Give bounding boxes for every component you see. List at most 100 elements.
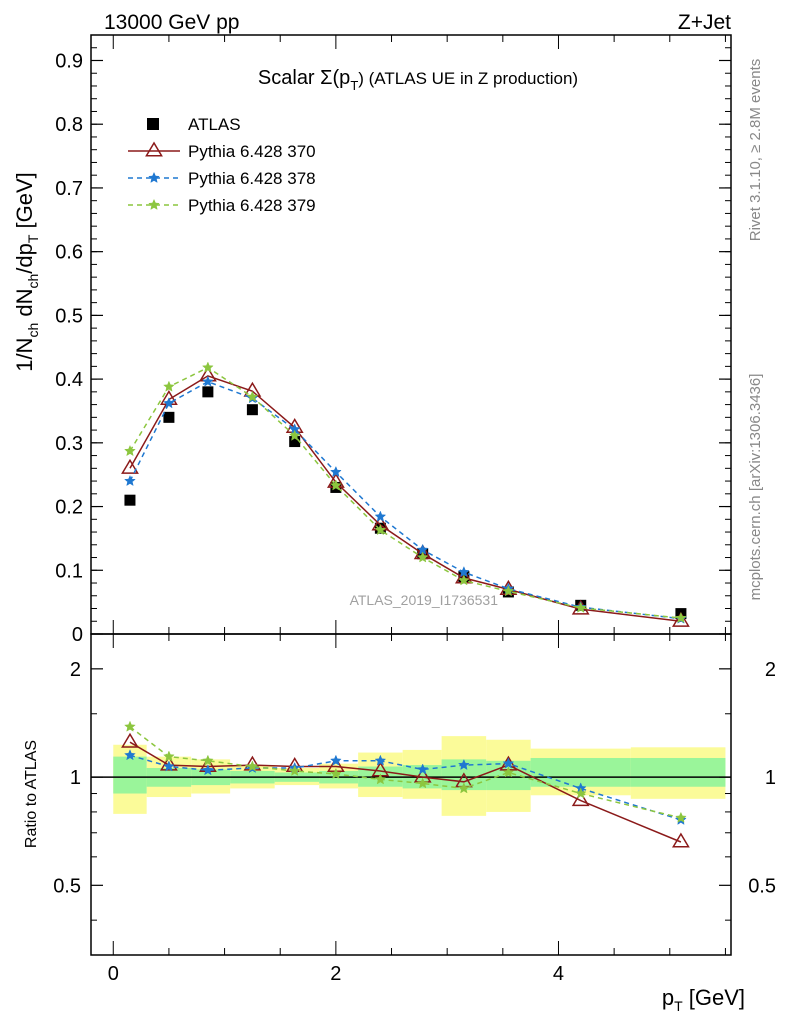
ratio-y-axis-label: Ratio to ATLAS — [23, 740, 40, 848]
y-tick-label: 0.7 — [55, 178, 83, 200]
inner-band-bin — [630, 757, 726, 787]
legend-marker-pythia-6-428-378 — [148, 171, 160, 183]
point-pythia-6-428-379 — [502, 585, 515, 597]
point-pythia-6-428-379 — [201, 361, 214, 373]
ratio-tick-label: 1 — [70, 767, 81, 789]
x-tick-label: 0 — [108, 963, 119, 985]
legend: ATLAS Pythia 6.428 370 Pythia 6.428 378 Pyt… — [128, 115, 316, 215]
data-point-atlas — [246, 404, 258, 416]
point-pythia-6-428-378 — [163, 397, 175, 409]
ratio-tick-label-right: 1 — [765, 767, 776, 789]
point-pythia-6-428-378 — [201, 375, 214, 387]
ratio-point-pythia-6-428-379 — [457, 782, 470, 794]
point-pythia-6-428-370 — [671, 611, 690, 627]
analysis-id-label: ATLAS_2019_I1736531 — [350, 592, 499, 608]
ratio-point-pythia-6-428-379 — [329, 767, 342, 779]
series-line-pythia-6-428-378 — [129, 380, 681, 620]
legend-marker-atlas — [147, 118, 159, 130]
y-tick-label: 0.4 — [55, 369, 83, 391]
legend-label-atlas: ATLAS — [188, 115, 241, 134]
ratio-point-pythia-6-428-379 — [163, 750, 175, 762]
ratio-tick-label: 2 — [70, 659, 81, 681]
ratio-point-pythia-6-428-378 — [416, 763, 429, 775]
ratio-point-pythia-6-428-370 — [571, 791, 590, 807]
ratio-point-pythia-6-428-379 — [416, 777, 429, 789]
legend-label-pythia-6-428-378: Pythia 6.428 378 — [188, 169, 316, 188]
ratio-point-pythia-6-428-379 — [502, 766, 515, 778]
point-pythia-6-428-379 — [574, 601, 587, 613]
ratio-point-pythia-6-428-378 — [457, 758, 470, 771]
y-tick-label: 0.8 — [55, 114, 83, 136]
inner-band-bin — [113, 756, 147, 794]
ratio-tick-label: 0.5 — [53, 875, 81, 897]
ratio-point-pythia-6-428-379 — [374, 773, 387, 785]
series-line-pythia-6-428-370 — [129, 375, 681, 623]
ratio-point-pythia-6-428-378 — [163, 760, 175, 772]
ratio-point-pythia-6-428-378 — [201, 764, 214, 776]
ratio-plot-frame — [90, 633, 732, 956]
ratio-point-pythia-6-428-378 — [374, 754, 387, 766]
legend-label-pythia-6-428-370: Pythia 6.428 370 — [188, 142, 316, 161]
main-plot-frame — [90, 34, 732, 635]
ratio-tick-label-right: 2 — [765, 659, 776, 681]
data-point-atlas — [163, 411, 175, 423]
y-tick-label: 0.1 — [55, 560, 83, 582]
y-tick-label: 0.6 — [55, 242, 83, 264]
inner-band-bin — [530, 757, 631, 787]
ratio-series-layer — [121, 720, 690, 848]
main-axis-ticks: 0 0.1 0.2 0.3 0.4 0.5 0.6 0.7 0.8 0.9 — [55, 34, 731, 646]
point-pythia-6-428-379 — [288, 429, 301, 441]
ratio-point-pythia-6-428-379 — [124, 720, 136, 732]
ratio-point-pythia-6-428-379 — [201, 754, 214, 766]
plot-title: Scalar Σ(pT) (ATLAS UE in Z production) — [258, 67, 578, 93]
ratio-tick-label-right: 0.5 — [748, 875, 776, 897]
y-tick-label: 0.3 — [55, 433, 83, 455]
point-pythia-6-428-379 — [329, 479, 342, 491]
x-tick-label: 2 — [330, 963, 341, 985]
data-point-atlas — [202, 386, 214, 398]
point-pythia-6-428-378 — [124, 474, 136, 487]
y-tick-label: 0.9 — [55, 50, 83, 72]
y-tick-label: 0.2 — [55, 497, 83, 519]
ratio-point-pythia-6-428-379 — [288, 764, 301, 776]
legend-label-pythia-6-428-379: Pythia 6.428 379 — [188, 196, 316, 215]
point-pythia-6-428-379 — [675, 611, 687, 624]
ratio-point-pythia-6-428-379 — [675, 811, 687, 823]
mcplots-label: mcplots.cern.ch [arXiv:1306.3436] — [747, 374, 764, 601]
main-series-layer — [121, 361, 690, 627]
ratio-point-pythia-6-428-370 — [159, 755, 178, 771]
ratio-point-pythia-6-428-370 — [121, 732, 139, 748]
ratio-point-pythia-6-428-378 — [502, 757, 515, 769]
ratio-point-pythia-6-428-378 — [124, 749, 136, 761]
rivet-version-label: Rivet 3.1.10, ≥ 2.8M events — [747, 59, 764, 242]
point-pythia-6-428-379 — [416, 551, 429, 563]
ratio-line-pythia-6-428-370 — [129, 741, 682, 843]
ratio-line-pythia-6-428-378 — [129, 754, 682, 821]
y-axis-label: 1/Nch dNch/dpT [GeV] — [12, 172, 41, 372]
point-pythia-6-428-379 — [374, 523, 387, 536]
ratio-point-pythia-6-428-378 — [329, 754, 342, 766]
point-pythia-6-428-378 — [329, 465, 342, 478]
x-tick-label: 4 — [553, 963, 564, 985]
point-pythia-6-428-379 — [457, 574, 470, 586]
point-pythia-6-428-379 — [163, 380, 175, 392]
point-pythia-6-428-379 — [246, 390, 259, 402]
legend-marker-pythia-6-428-379 — [148, 198, 160, 210]
ratio-line-pythia-6-428-379 — [129, 726, 682, 819]
header-energy-label: 13000 GeV pp — [104, 11, 239, 34]
point-pythia-6-428-379 — [124, 444, 136, 457]
legend-marker-pythia-6-428-370 — [145, 141, 163, 157]
data-point-atlas — [289, 436, 301, 448]
data-point-atlas — [124, 494, 136, 506]
header-process-label: Z+Jet — [678, 11, 731, 34]
y-tick-label: 0.5 — [55, 305, 83, 327]
series-line-pythia-6-428-379 — [129, 366, 681, 619]
ratio-point-pythia-6-428-379 — [246, 760, 259, 772]
ratio-point-pythia-6-428-370 — [671, 832, 690, 848]
x-axis-label: pT [GeV] — [662, 985, 745, 1014]
point-pythia-6-428-378 — [374, 510, 387, 522]
point-pythia-6-428-370 — [121, 458, 139, 474]
ratio-point-pythia-6-428-379 — [574, 787, 587, 799]
ratio-axis-ticks: 0 2 4 0.5 0.5 1 1 2 2 — [53, 634, 776, 985]
